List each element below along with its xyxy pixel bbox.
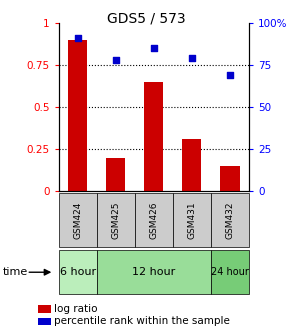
Text: time: time	[3, 267, 28, 277]
Text: GSM432: GSM432	[226, 201, 234, 239]
Text: GSM431: GSM431	[188, 201, 196, 239]
Text: 12 hour: 12 hour	[132, 267, 176, 277]
Text: 6 hour: 6 hour	[59, 267, 96, 277]
Text: log ratio: log ratio	[54, 304, 98, 314]
Bar	[144, 82, 163, 191]
Point	[190, 56, 194, 61]
Text: percentile rank within the sample: percentile rank within the sample	[54, 316, 230, 326]
Point	[113, 57, 118, 62]
Text: GDS5 / 573: GDS5 / 573	[107, 11, 186, 26]
Text: 24 hour: 24 hour	[211, 267, 249, 277]
Bar	[106, 158, 125, 191]
Point	[228, 73, 232, 78]
Bar	[68, 40, 87, 191]
Bar	[221, 166, 240, 191]
Point	[75, 35, 80, 41]
Text: GSM425: GSM425	[111, 201, 120, 239]
Text: GSM426: GSM426	[149, 201, 158, 239]
Bar	[183, 139, 202, 191]
Text: GSM424: GSM424	[73, 201, 82, 239]
Point	[151, 45, 156, 51]
